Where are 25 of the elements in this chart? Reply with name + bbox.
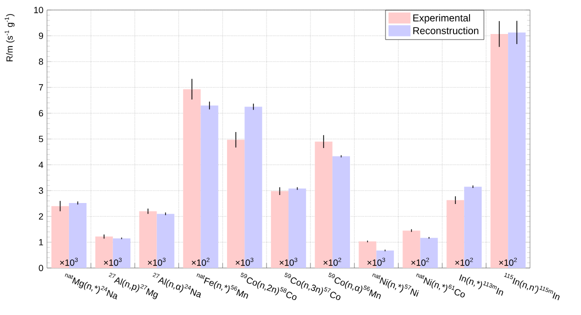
y-tick-label: 6 xyxy=(38,110,44,116)
y-tick-label: 0 xyxy=(38,264,44,272)
legend-label: Experimental xyxy=(413,14,470,24)
annotation: ×10$^{2}$ xyxy=(324,258,342,266)
y-tick-label: 5 xyxy=(38,136,44,142)
annotation: ×10$^{2}$ xyxy=(192,258,210,266)
y-tick-label: 2 xyxy=(38,213,44,220)
y-tick-label: 8 xyxy=(38,58,44,65)
y-tick-label: 7 xyxy=(38,84,44,90)
y-axis-title: R/m (s$^{-1}$ g$^{-1}$) xyxy=(4,14,15,62)
annotation: ×10$^{3}$ xyxy=(148,258,166,266)
y-tick-label: 10 xyxy=(34,6,44,14)
annotation: ×10$^{3}$ xyxy=(104,258,122,266)
annotation: ×10$^{2}$ xyxy=(499,258,517,266)
y-tick-label: 4 xyxy=(38,162,44,168)
legend-label: Reconstruction xyxy=(413,26,478,34)
annotation: ×10$^{3}$ xyxy=(236,258,254,266)
y-tick-label: 1 xyxy=(39,239,44,246)
y-tick-label: 3 xyxy=(38,187,44,194)
annotation: ×10$^{2}$ xyxy=(411,258,429,266)
annotation: ×10$^{3}$ xyxy=(60,258,78,266)
y-tick-label: 9 xyxy=(38,32,44,39)
annotation: ×10$^{3}$ xyxy=(367,258,386,266)
annotation: ×10$^{2}$ xyxy=(455,258,473,266)
annotation: ×10$^{3}$ xyxy=(280,258,298,266)
